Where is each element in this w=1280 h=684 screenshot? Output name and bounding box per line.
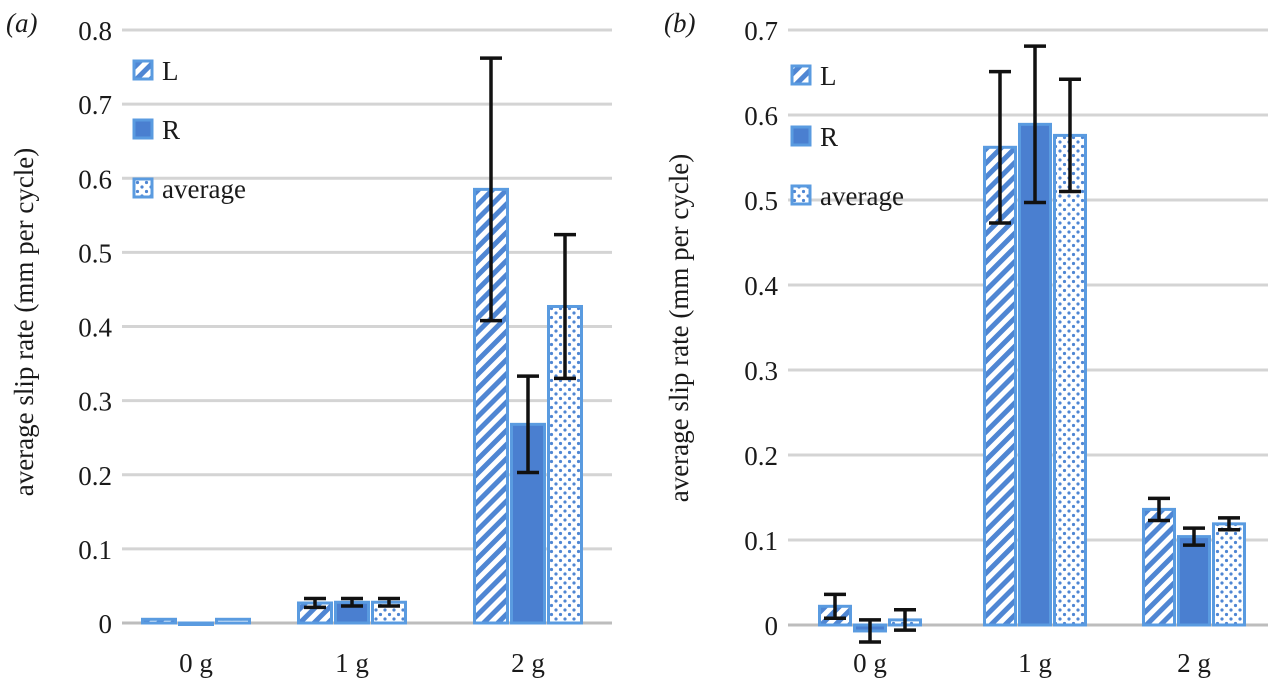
y-tick-label: 0.2	[744, 441, 778, 471]
error-bar	[1218, 516, 1240, 532]
error-bar	[1059, 77, 1081, 194]
x-category-labels: 0 g 1 g 2 g	[179, 648, 545, 678]
legend-label: L	[162, 56, 179, 86]
y-tick-label: 0.1	[78, 535, 112, 565]
error-bar	[554, 232, 576, 381]
error-bar	[1183, 526, 1205, 547]
y-tick-label: 0.7	[78, 90, 112, 120]
legend-swatch-average	[790, 184, 812, 206]
error-bar	[894, 607, 916, 632]
y-tick-label: 0.5	[78, 238, 112, 268]
x-category-label: 1 g	[335, 648, 369, 678]
y-tick-label: 0.4	[78, 313, 112, 343]
error-bar	[989, 69, 1011, 225]
error-bars	[824, 44, 1240, 644]
chart-panel-a: (a) average slip rate (mm per cycle) 0 0.…	[6, 8, 612, 678]
legend-label: average	[820, 181, 904, 211]
y-tick-label: 0.1	[744, 526, 778, 556]
y-tick-label: 0.6	[744, 101, 778, 131]
legend-swatch-l	[132, 59, 154, 81]
error-bar	[304, 596, 326, 610]
bar-l	[1142, 507, 1176, 627]
y-tick-label: 0	[765, 611, 779, 641]
y-axis-label: average slip rate (mm per cycle)	[9, 148, 39, 497]
x-category-label: 0 g	[179, 648, 213, 678]
y-tick-label: 0.8	[78, 16, 112, 46]
x-category-labels: 0 g 1 g 2 g	[853, 648, 1211, 678]
x-category-label: 1 g	[1018, 648, 1052, 678]
error-bar	[341, 596, 363, 608]
x-category-label: 0 g	[853, 648, 887, 678]
legend-label: R	[162, 115, 180, 145]
y-tick-label: 0.3	[744, 356, 778, 386]
x-category-label: 2 g	[511, 648, 545, 678]
error-bars	[304, 56, 576, 610]
error-bar	[517, 374, 539, 475]
error-bar	[480, 56, 502, 323]
y-tick-label: 0	[99, 609, 113, 639]
bar-average	[1053, 133, 1087, 627]
bar-l	[983, 145, 1017, 627]
gridlines	[122, 28, 612, 625]
legend-label: average	[162, 174, 246, 204]
x-category-label: 2 g	[1177, 648, 1211, 678]
legend-swatch-r	[132, 118, 154, 140]
y-axis-label: average slip rate (mm per cycle)	[664, 154, 694, 503]
bar-r	[1177, 535, 1211, 627]
legend-swatch-average	[132, 177, 154, 199]
legend-swatch-r	[790, 125, 812, 147]
y-tick-labels: 0 0.1 0.2 0.3 0.4 0.5 0.6 0.7 0.8	[78, 16, 112, 639]
bar-l	[141, 617, 177, 625]
y-tick-label: 0.6	[78, 164, 112, 194]
y-tick-label: 0.2	[78, 461, 112, 491]
bars	[141, 187, 583, 626]
error-bar	[378, 596, 400, 608]
legend-swatch-l	[790, 64, 812, 86]
bar-r	[1018, 122, 1052, 627]
panel-label: (b)	[664, 8, 695, 38]
panel-label: (a)	[6, 8, 37, 38]
error-bar	[859, 618, 881, 644]
y-tick-label: 0.5	[744, 186, 778, 216]
chart-panel-b: (b) average slip rate (mm per cycle) 0 0.…	[664, 8, 1268, 678]
y-tick-label: 0.7	[744, 16, 778, 46]
bar-average	[1212, 522, 1246, 627]
y-tick-label: 0.4	[744, 271, 778, 301]
bar-average	[215, 617, 251, 625]
y-tick-label: 0.3	[78, 387, 112, 417]
legend-label: R	[820, 122, 838, 152]
y-tick-labels: 0 0.1 0.2 0.3 0.4 0.5 0.6 0.7	[744, 16, 778, 641]
error-bar	[824, 592, 846, 620]
bar-r	[178, 621, 214, 626]
error-bar	[1024, 44, 1046, 205]
legend-label: L	[820, 61, 837, 91]
error-bar	[1148, 496, 1170, 523]
